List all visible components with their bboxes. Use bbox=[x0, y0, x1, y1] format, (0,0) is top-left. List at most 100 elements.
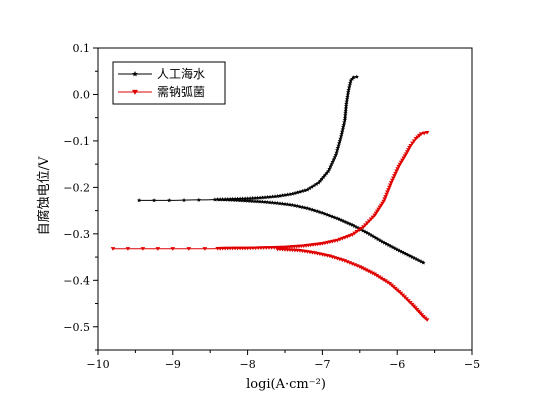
data-point-marker bbox=[348, 80, 353, 85]
data-point-marker bbox=[280, 193, 285, 198]
y-tick-label: 0.0 bbox=[73, 88, 91, 101]
data-point-marker bbox=[324, 170, 329, 175]
data-point-marker bbox=[247, 198, 253, 203]
data-point-marker bbox=[363, 223, 368, 228]
data-point-marker bbox=[339, 129, 345, 134]
data-point-marker bbox=[342, 120, 347, 125]
data-point-marker bbox=[285, 192, 290, 197]
data-point-marker bbox=[270, 200, 275, 205]
data-point-marker bbox=[359, 266, 365, 270]
data-point-marker bbox=[240, 198, 245, 203]
x-tick-label: −6 bbox=[389, 358, 405, 371]
data-point-marker bbox=[319, 176, 325, 181]
data-point-marker bbox=[322, 172, 328, 177]
data-point-marker bbox=[345, 94, 350, 99]
data-point-marker bbox=[257, 195, 263, 200]
data-point-marker bbox=[300, 188, 305, 193]
data-point-marker bbox=[302, 205, 308, 210]
data-point-marker bbox=[196, 197, 202, 202]
data-point-marker bbox=[372, 272, 378, 277]
data-point-marker bbox=[326, 168, 331, 173]
data-point-marker bbox=[404, 297, 409, 301]
data-point-marker bbox=[343, 110, 348, 115]
data-point-marker bbox=[351, 74, 356, 80]
data-point-marker bbox=[347, 234, 353, 238]
data-point-marker bbox=[381, 277, 386, 282]
data-point-marker bbox=[337, 138, 342, 143]
data-point-marker bbox=[398, 291, 404, 296]
data-point-marker bbox=[310, 207, 315, 212]
x-axis-ticks: −10 −9 −8 −7 −6 −5 bbox=[86, 350, 480, 371]
data-point-marker bbox=[333, 152, 339, 157]
data-point-marker bbox=[202, 247, 208, 251]
data-point-marker bbox=[321, 174, 326, 179]
x-tick-label: −8 bbox=[239, 358, 255, 371]
data-point-marker bbox=[277, 193, 283, 198]
data-point-marker bbox=[350, 233, 355, 237]
data-point-marker bbox=[343, 113, 348, 118]
data-point-marker bbox=[370, 271, 375, 276]
data-point-marker bbox=[287, 202, 293, 207]
data-point-marker bbox=[361, 267, 367, 272]
data-point-marker bbox=[155, 247, 161, 251]
data-point-marker bbox=[245, 198, 250, 203]
y-tick-label: −0.2 bbox=[63, 181, 90, 194]
data-point-marker bbox=[345, 235, 350, 239]
series-1 bbox=[136, 74, 426, 265]
data-point-marker bbox=[338, 136, 343, 141]
data-point-marker bbox=[421, 260, 426, 265]
data-point-marker bbox=[267, 194, 273, 199]
data-point-marker bbox=[235, 197, 240, 203]
data-point-marker bbox=[315, 209, 320, 214]
data-point-marker bbox=[250, 195, 255, 201]
data-point-marker bbox=[408, 143, 413, 148]
data-point-marker bbox=[280, 201, 285, 206]
data-point-marker bbox=[337, 237, 343, 242]
data-point-marker bbox=[307, 206, 313, 211]
y-axis-label: 自腐蚀电位/V bbox=[37, 156, 52, 235]
data-point-marker bbox=[270, 194, 275, 199]
data-point-marker bbox=[312, 208, 318, 213]
data-point-marker bbox=[327, 166, 332, 171]
data-point-marker bbox=[260, 199, 265, 204]
data-point-marker bbox=[328, 164, 333, 169]
data-point-marker bbox=[344, 101, 349, 106]
data-point-marker bbox=[311, 183, 317, 188]
data-point-marker bbox=[334, 147, 340, 153]
data-point-marker bbox=[346, 85, 352, 90]
data-point-marker bbox=[347, 261, 353, 265]
data-point-marker bbox=[252, 199, 258, 204]
data-point-marker bbox=[242, 198, 248, 203]
legend-label: 需钠弧菌 bbox=[157, 84, 205, 99]
data-point-marker bbox=[300, 204, 305, 210]
data-point-marker bbox=[368, 270, 373, 275]
data-point-marker bbox=[352, 231, 357, 236]
data-point-marker bbox=[340, 236, 345, 241]
data-point-marker bbox=[336, 140, 342, 146]
data-point-marker bbox=[225, 197, 230, 202]
data-point-marker bbox=[421, 131, 427, 136]
data-point-marker bbox=[220, 197, 225, 202]
data-point-marker bbox=[227, 197, 233, 202]
data-point-marker bbox=[345, 260, 350, 264]
data-point-marker bbox=[357, 265, 363, 269]
data-point-marker bbox=[302, 188, 308, 193]
data-point-marker bbox=[400, 293, 406, 298]
y-tick-label: −0.4 bbox=[63, 274, 90, 287]
data-point-marker bbox=[260, 195, 265, 200]
data-point-marker bbox=[237, 198, 243, 203]
data-point-marker bbox=[265, 199, 270, 205]
data-point-marker bbox=[343, 103, 349, 108]
data-point-marker bbox=[275, 193, 280, 199]
data-point-marker bbox=[347, 82, 352, 88]
data-point-marker bbox=[329, 161, 334, 167]
data-point-marker bbox=[342, 235, 348, 240]
data-point-marker bbox=[335, 238, 340, 243]
data-point-marker bbox=[267, 200, 273, 205]
data-point-marker bbox=[344, 99, 349, 104]
data-point-marker bbox=[338, 133, 344, 139]
data-point-marker bbox=[305, 205, 310, 211]
